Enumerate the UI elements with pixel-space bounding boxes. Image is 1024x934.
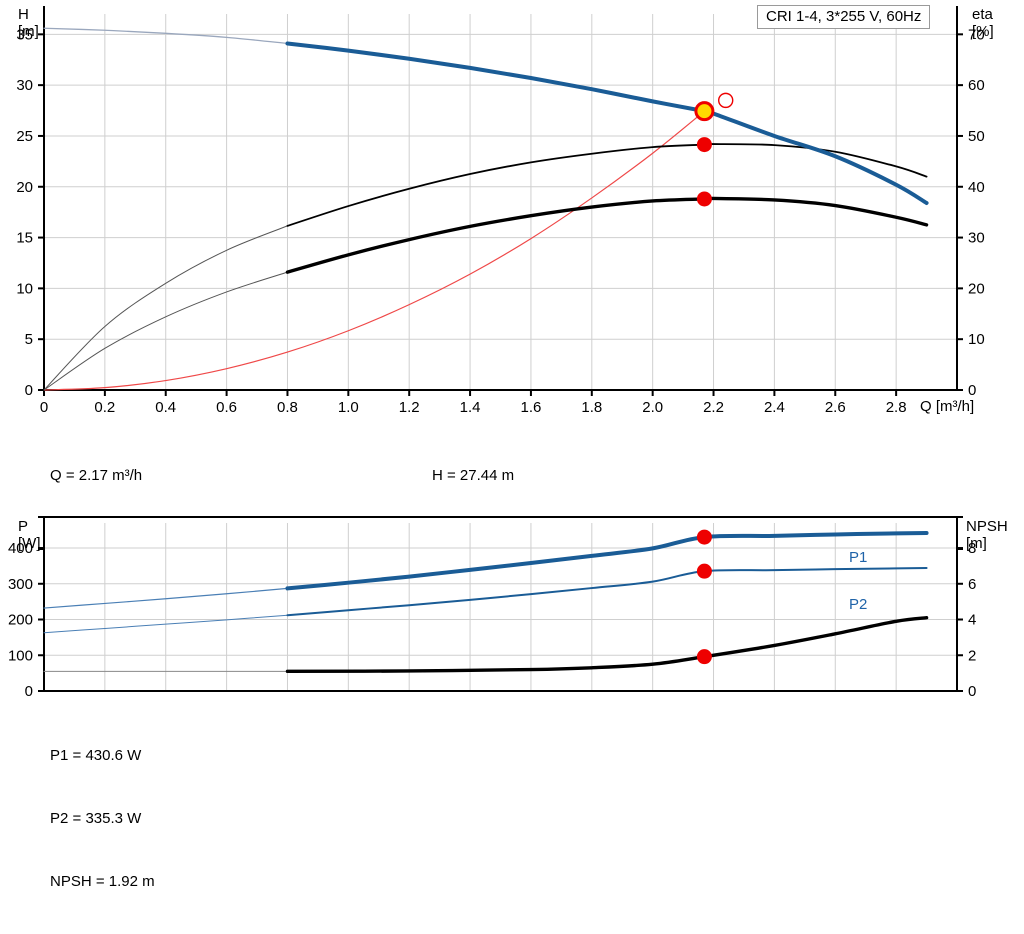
npsh-axis-caption: NPSH [m] bbox=[966, 518, 1008, 552]
pump-model-title: CRI 1-4, 3*255 V, 60Hz bbox=[757, 5, 931, 29]
duty-point-marker[interactable] bbox=[694, 101, 715, 122]
h-axis-caption: H [m] bbox=[18, 6, 39, 40]
svg-text:30: 30 bbox=[16, 77, 33, 94]
power-p2: P2 = 335.3 W bbox=[50, 810, 142, 827]
p1-point-marker[interactable] bbox=[696, 529, 712, 545]
series-label-p1: P1 bbox=[849, 549, 868, 566]
p2-point-marker[interactable] bbox=[696, 563, 712, 579]
duty-point-open-marker[interactable] bbox=[718, 92, 734, 109]
head-efficiency-chart: H [m] eta [%] Q [m³/h] 0 5 10 15 20 25 30 35 0 10… bbox=[0, 0, 1024, 420]
p1-curve bbox=[285, 531, 929, 591]
svg-text:100: 100 bbox=[8, 647, 33, 664]
npsh-point-marker[interactable] bbox=[696, 649, 712, 665]
svg-text:200: 200 bbox=[8, 612, 33, 629]
svg-text:1.8: 1.8 bbox=[581, 399, 602, 416]
npsh-curve bbox=[285, 616, 929, 674]
svg-text:70: 70 bbox=[968, 26, 985, 43]
eta-pump-curve bbox=[286, 143, 928, 227]
svg-text:30: 30 bbox=[968, 230, 985, 247]
svg-text:2.6: 2.6 bbox=[825, 399, 846, 416]
svg-text:6: 6 bbox=[968, 576, 976, 593]
eta-axis-caption: eta [%] bbox=[972, 6, 994, 40]
svg-text:1.4: 1.4 bbox=[460, 399, 481, 416]
svg-text:2.2: 2.2 bbox=[703, 399, 724, 416]
power-npsh-plot-svg: 0 100 200 300 400 0 2 4 6 8 bbox=[8, 516, 976, 700]
svg-text:0.6: 0.6 bbox=[216, 399, 237, 416]
svg-text:400: 400 bbox=[8, 540, 33, 557]
duty-h: H = 27.44 m bbox=[432, 467, 515, 484]
svg-text:50: 50 bbox=[968, 128, 985, 145]
q-axis-caption: Q [m³/h] bbox=[920, 398, 975, 415]
p-axis-caption: P [W] bbox=[18, 518, 41, 552]
svg-text:0: 0 bbox=[40, 399, 48, 416]
head-curve-thin bbox=[43, 27, 289, 45]
svg-text:0: 0 bbox=[25, 382, 33, 399]
svg-text:1.6: 1.6 bbox=[521, 399, 542, 416]
power-npsh: NPSH = 1.92 m bbox=[50, 873, 155, 890]
series-label-p2: P2 bbox=[849, 596, 868, 613]
svg-text:2: 2 bbox=[968, 647, 976, 664]
svg-text:25: 25 bbox=[16, 128, 33, 145]
power-text-block: P1 = 430.6 W P2 = 335.3 W NPSH = 1.92 m bbox=[50, 703, 155, 934]
svg-text:2.0: 2.0 bbox=[642, 399, 663, 416]
p1-curve-thin bbox=[43, 587, 289, 609]
head-curve bbox=[285, 41, 929, 206]
svg-text:300: 300 bbox=[8, 576, 33, 593]
svg-text:1.2: 1.2 bbox=[399, 399, 420, 416]
svg-text:0.4: 0.4 bbox=[155, 399, 176, 416]
system-curve bbox=[43, 110, 705, 391]
svg-text:2.8: 2.8 bbox=[886, 399, 907, 416]
eta-pump-point-marker[interactable] bbox=[696, 137, 712, 153]
svg-text:15: 15 bbox=[16, 230, 33, 247]
eta-pump-motor-point-marker[interactable] bbox=[696, 191, 712, 207]
duty-q: Q = 2.17 m³/h bbox=[50, 467, 143, 484]
svg-text:35: 35 bbox=[16, 26, 33, 43]
eta-pump-motor-curve bbox=[285, 196, 929, 274]
svg-text:0: 0 bbox=[25, 683, 33, 700]
eta-pump-motor-curve-thin bbox=[43, 271, 288, 391]
svg-text:0: 0 bbox=[968, 382, 976, 399]
svg-text:5: 5 bbox=[25, 331, 33, 348]
p2-curve bbox=[286, 567, 928, 617]
svg-text:4: 4 bbox=[968, 612, 976, 629]
p2-curve-thin bbox=[43, 614, 288, 634]
svg-text:0.2: 0.2 bbox=[94, 399, 115, 416]
svg-text:20: 20 bbox=[16, 179, 33, 196]
svg-text:60: 60 bbox=[968, 77, 985, 94]
pump-curve-page: CRI 1-4, 3*255 V, 60Hz H [m] eta [%] Q [… bbox=[0, 0, 1024, 890]
svg-text:20: 20 bbox=[968, 280, 985, 297]
svg-text:0.8: 0.8 bbox=[277, 399, 298, 416]
power-p1: P1 = 430.6 W bbox=[50, 747, 142, 764]
svg-text:0: 0 bbox=[968, 683, 976, 700]
svg-text:2.4: 2.4 bbox=[764, 399, 785, 416]
svg-text:40: 40 bbox=[968, 179, 985, 196]
svg-text:8: 8 bbox=[968, 540, 976, 557]
svg-text:10: 10 bbox=[16, 280, 33, 297]
eta-pump-curve-thin bbox=[43, 225, 288, 391]
power-npsh-chart: P [W] NPSH [m] P1 P2 0 100 200 300 400 0 2 4 6 8 bbox=[0, 515, 1024, 710]
svg-text:10: 10 bbox=[968, 331, 985, 348]
head-efficiency-plot-svg: 0 5 10 15 20 25 30 35 0 10 20 30 40 50 60 70 0 0.2 0.4 0.6 0… bbox=[16, 6, 985, 416]
svg-text:1.0: 1.0 bbox=[338, 399, 359, 416]
